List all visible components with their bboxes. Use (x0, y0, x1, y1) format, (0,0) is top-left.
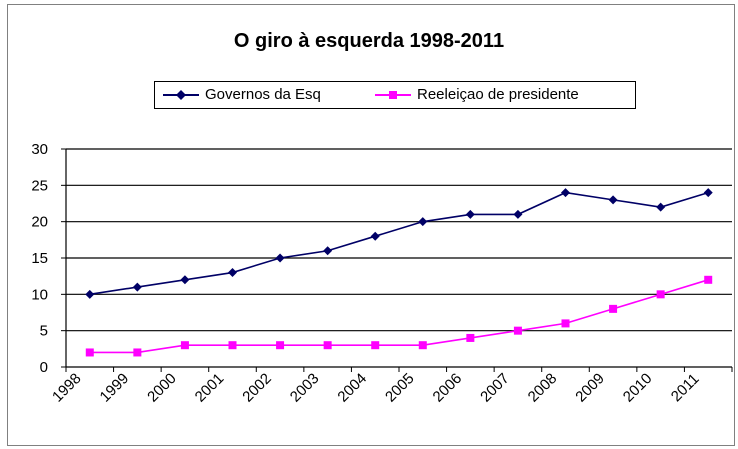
x-tick-label: 2006 (430, 370, 466, 406)
data-point (608, 195, 618, 205)
chart-frame (7, 4, 735, 446)
x-tick-label: 2011 (668, 370, 703, 405)
y-tick-label: 25 (31, 177, 48, 194)
data-point (133, 348, 142, 357)
data-point (418, 217, 428, 227)
y-tick-label: 0 (40, 359, 48, 376)
data-point (703, 188, 713, 198)
x-tick-label: 1999 (97, 370, 133, 406)
data-point (418, 341, 427, 350)
x-tick-label: 1998 (49, 370, 85, 406)
x-tick-label: 2005 (382, 370, 418, 406)
x-tick-label: 2009 (572, 370, 608, 406)
x-tick-label: 2003 (287, 370, 323, 406)
data-point (513, 209, 523, 219)
data-point (228, 268, 237, 278)
data-point (466, 333, 475, 342)
data-point (323, 246, 333, 256)
x-tick-label: 2001 (192, 370, 228, 406)
x-tick-label: 2008 (525, 370, 561, 406)
data-point (323, 341, 332, 350)
data-point (561, 188, 570, 198)
data-point (370, 231, 380, 241)
data-point (609, 304, 618, 313)
chart-title: O giro à esquerda 1998-2011 (233, 30, 505, 52)
data-point (132, 282, 142, 292)
series-line-0 (89, 191, 709, 296)
data-point (561, 319, 570, 328)
legend-label-governos: Governos da Esq (205, 86, 321, 103)
data-point (656, 290, 665, 299)
legend-swatch-governos (163, 90, 199, 100)
series-line-1 (89, 279, 709, 354)
data-point (180, 341, 189, 350)
data-point (371, 341, 380, 350)
y-tick-label: 10 (31, 286, 48, 303)
data-point (85, 348, 94, 357)
x-tick-label: 2004 (334, 370, 370, 406)
data-point (85, 289, 95, 299)
y-tick-label: 30 (31, 141, 48, 158)
data-point (465, 209, 475, 219)
x-tick-label: 2000 (144, 370, 180, 406)
legend-label-reeleicao: Reeleiçao de presidente (417, 86, 579, 103)
data-point (656, 202, 666, 212)
y-tick-label: 20 (31, 214, 48, 231)
x-tick-label: 2002 (239, 370, 275, 406)
data-point (180, 275, 190, 285)
legend: Governos da Esq Reeleiçao de presidente (154, 81, 636, 109)
y-tick-label: 5 (40, 323, 48, 340)
data-point (513, 326, 522, 335)
data-point (228, 341, 237, 350)
x-tick-label: 2010 (620, 370, 656, 406)
data-point (276, 341, 285, 350)
data-point (704, 275, 713, 284)
x-tick-label: 2007 (477, 370, 513, 406)
data-point (275, 253, 285, 263)
legend-swatch-reeleicao (375, 91, 411, 99)
y-tick-label: 15 (31, 250, 48, 267)
